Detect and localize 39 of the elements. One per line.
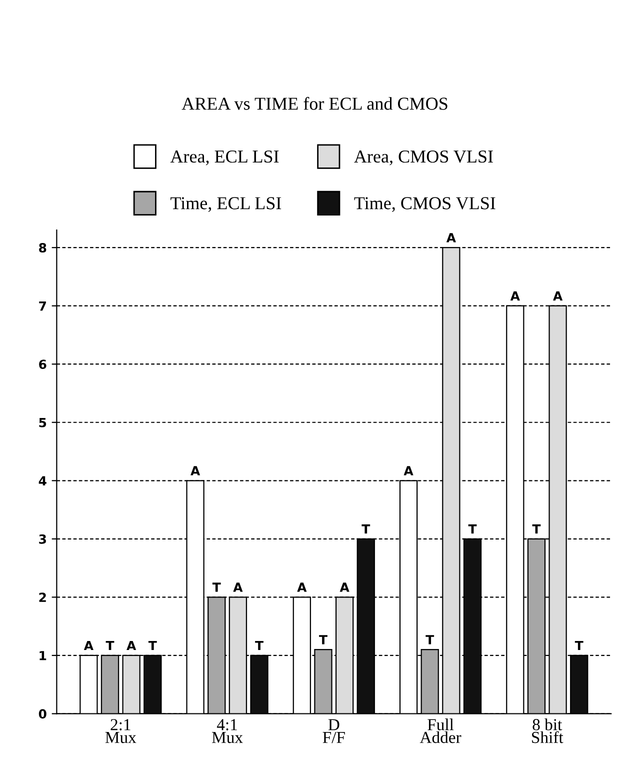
y-tick-label: 4	[38, 476, 46, 486]
data-label: T	[426, 635, 434, 644]
x-tick-label: 4:1 Mux	[212, 719, 243, 744]
y-tick-label: 8	[39, 243, 46, 253]
data-label: A	[510, 291, 520, 300]
legend-label: Time, CMOS VLSI	[354, 197, 496, 212]
y-tick-label: 3	[39, 534, 46, 544]
data-label: T	[255, 640, 264, 650]
data-label: T	[468, 524, 477, 534]
x-tick-label: D F/F	[322, 719, 345, 744]
data-label: T	[319, 635, 328, 644]
y-tick-label: 2	[39, 592, 46, 602]
data-label: A	[446, 233, 456, 242]
data-label: T	[574, 640, 584, 650]
data-label: A	[190, 466, 200, 476]
x-tick-label: Full Adder	[420, 718, 462, 744]
data-label: A	[553, 291, 563, 300]
data-label: A	[404, 466, 414, 476]
data-label: A	[340, 582, 350, 592]
x-tick-label: 8 bit Shift	[532, 718, 564, 744]
legend-label: Area, ECL LSI	[170, 150, 279, 166]
data-label: T	[212, 582, 221, 592]
y-tick-label: 0	[38, 709, 46, 719]
legend-label: Area, CMOS VLSI	[354, 150, 493, 166]
data-label: T	[362, 524, 370, 534]
y-tick-label: 7	[39, 301, 46, 311]
y-tick-label: 6	[39, 360, 46, 370]
data-label: T	[106, 640, 114, 650]
legend-label: Time, ECL LSI	[170, 197, 282, 212]
data-label: A	[297, 582, 307, 592]
data-label: A	[126, 640, 136, 650]
x-tick-label: 2:1 Mux	[105, 719, 136, 744]
data-label: A	[84, 640, 94, 650]
data-label: A	[233, 582, 243, 592]
data-label: T	[532, 524, 541, 534]
data-label: T	[148, 640, 157, 650]
y-tick-label: 5	[39, 418, 46, 428]
chart-title: AREA vs TIME for ECL and CMOS	[182, 96, 448, 110]
y-tick-label: 1	[40, 651, 46, 660]
